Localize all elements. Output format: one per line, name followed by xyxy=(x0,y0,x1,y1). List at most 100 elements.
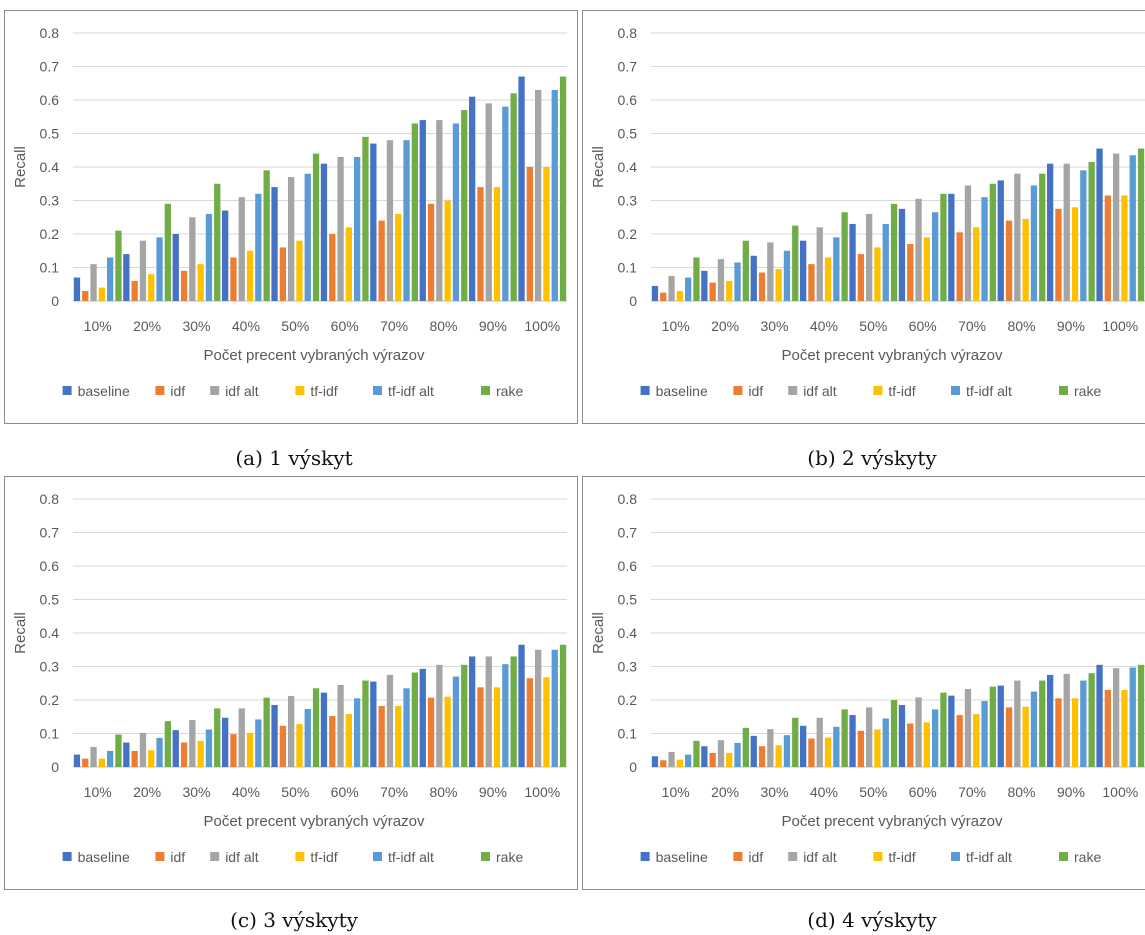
legend-label: tf-idf alt xyxy=(388,383,434,399)
bar-idf xyxy=(1005,707,1013,767)
bar-idf-alt xyxy=(915,198,922,301)
bar-baseline xyxy=(948,193,955,301)
bar-rake xyxy=(940,692,947,767)
bar-idf-alt xyxy=(964,688,972,767)
bar-idf xyxy=(329,716,336,767)
y-tick-label: 0.1 xyxy=(40,726,60,742)
bar-idf xyxy=(378,706,385,767)
bar-rake xyxy=(115,230,122,301)
bar-rake xyxy=(559,644,567,767)
bar-idf-alt xyxy=(139,732,147,767)
bar-baseline xyxy=(997,685,1004,767)
bar-chart-2: 0 0.1 0.2 0.3 0.4 0.5 0.6 0.7 0.8 Recall 10% 20% 30%… xyxy=(590,25,1145,399)
bar-idf-alt xyxy=(189,217,196,301)
bar-rake xyxy=(841,212,848,301)
bar-tf-idf-alt xyxy=(1030,691,1038,767)
bar-idf-alt xyxy=(668,275,675,301)
bar-baseline xyxy=(370,681,377,767)
legend-label: rake xyxy=(496,849,523,865)
bar-tf-idf xyxy=(775,269,782,301)
bar-baseline xyxy=(701,270,708,301)
bar-baseline xyxy=(800,725,807,767)
y-tick-label: 0.4 xyxy=(618,159,638,175)
bar-tf-idf-alt xyxy=(255,719,262,767)
y-tick-label: 0.6 xyxy=(40,558,60,574)
bar-tf-idf xyxy=(395,213,402,301)
bar-idf-alt xyxy=(866,707,873,767)
bar-chart-1: 0 0.1 0.2 0.3 0.4 0.5 0.6 0.7 0.8 Recall 10% 20% 30%… xyxy=(12,25,567,399)
bar-rake xyxy=(362,136,369,301)
bar-tf-idf xyxy=(148,274,155,301)
chart-panel-2: 0 0.1 0.2 0.3 0.4 0.5 0.6 0.7 0.8 Recall 10% 20% 30%… xyxy=(582,10,1145,424)
bar-tf-idf-alt xyxy=(882,223,889,301)
chart-panel-1: 0 0.1 0.2 0.3 0.4 0.5 0.6 0.7 0.8 Recall 10% 20% 30%… xyxy=(4,10,578,424)
bar-tf-idf xyxy=(874,729,881,767)
x-axis-label: Počet precent vybraných výrazov xyxy=(782,813,1003,830)
bar-idf-alt xyxy=(1014,680,1021,767)
x-tick-label: 60% xyxy=(331,784,359,800)
bar-tf-idf-alt xyxy=(1030,185,1038,301)
x-tick-label: 30% xyxy=(182,318,210,334)
legend-label: baseline xyxy=(656,383,708,399)
legend-label: tf-idf xyxy=(888,849,915,865)
bar-baseline xyxy=(73,754,81,767)
y-tick-label: 0.6 xyxy=(618,558,638,574)
bar-chart-4: 0 0.1 0.2 0.3 0.4 0.5 0.6 0.7 0.8 Recall 10% 20% 30%… xyxy=(590,491,1145,865)
bar-idf xyxy=(131,750,138,767)
y-tick-label: 0.4 xyxy=(40,625,60,641)
bar-rake xyxy=(1137,148,1145,301)
legend-swatch-baseline xyxy=(640,852,650,861)
bar-baseline xyxy=(271,187,278,301)
legend-label: tf-idf alt xyxy=(966,383,1012,399)
bar-idf-alt xyxy=(288,695,295,767)
bar-idf-alt xyxy=(535,649,542,767)
bar-baseline xyxy=(172,234,179,301)
bar-tf-idf-alt xyxy=(1129,667,1136,767)
bar-tf-idf-alt xyxy=(1080,680,1087,767)
bar-tf-idf xyxy=(726,280,733,301)
bar-baseline xyxy=(172,730,179,767)
x-tick-label: 70% xyxy=(958,784,986,800)
bar-baseline xyxy=(1096,664,1103,767)
x-tick-label: 90% xyxy=(1057,784,1085,800)
bar-idf-alt xyxy=(866,213,873,301)
bar-tf-idf xyxy=(1121,195,1128,301)
bar-tf-idf xyxy=(493,187,501,301)
y-tick-label: 0.6 xyxy=(618,92,638,108)
bar-tf-idf-alt xyxy=(685,277,692,301)
bar-idf xyxy=(956,232,963,301)
legend-swatch-tf-idf-alt xyxy=(951,852,960,861)
bar-rake xyxy=(312,688,320,767)
bar-idf xyxy=(660,760,667,767)
bar-tf-idf xyxy=(493,687,501,767)
x-tick-label: 70% xyxy=(380,318,408,334)
x-tick-label: 100% xyxy=(1102,318,1138,334)
bar-baseline xyxy=(518,644,525,767)
legend-swatch-baseline xyxy=(62,852,72,861)
bar-idf-alt xyxy=(436,664,443,767)
bar-tf-idf xyxy=(824,257,832,301)
bar-tf-idf-alt xyxy=(1080,170,1087,301)
bar-tf-idf xyxy=(1071,207,1079,301)
legend-swatch-idf xyxy=(155,852,165,861)
bar-baseline xyxy=(651,285,659,301)
legend-label: tf-idf alt xyxy=(388,849,434,865)
bar-idf xyxy=(427,697,435,767)
bar-idf-alt xyxy=(668,751,675,767)
bar-rake xyxy=(510,93,517,301)
bar-idf-alt xyxy=(717,259,725,301)
bar-rake xyxy=(693,257,700,301)
bar-tf-idf-alt xyxy=(783,735,791,767)
bar-tf-idf xyxy=(775,745,782,767)
bar-rake xyxy=(559,76,567,301)
bar-rake xyxy=(411,123,418,301)
bar-idf xyxy=(526,167,533,301)
bar-idf xyxy=(427,203,435,301)
x-tick-label: 20% xyxy=(711,318,739,334)
x-tick-label: 50% xyxy=(859,784,887,800)
bar-idf xyxy=(131,280,138,301)
bar-tf-idf xyxy=(444,200,451,301)
bar-baseline xyxy=(123,742,130,767)
bar-tf-idf xyxy=(395,706,402,767)
bar-idf-alt xyxy=(1014,173,1021,301)
